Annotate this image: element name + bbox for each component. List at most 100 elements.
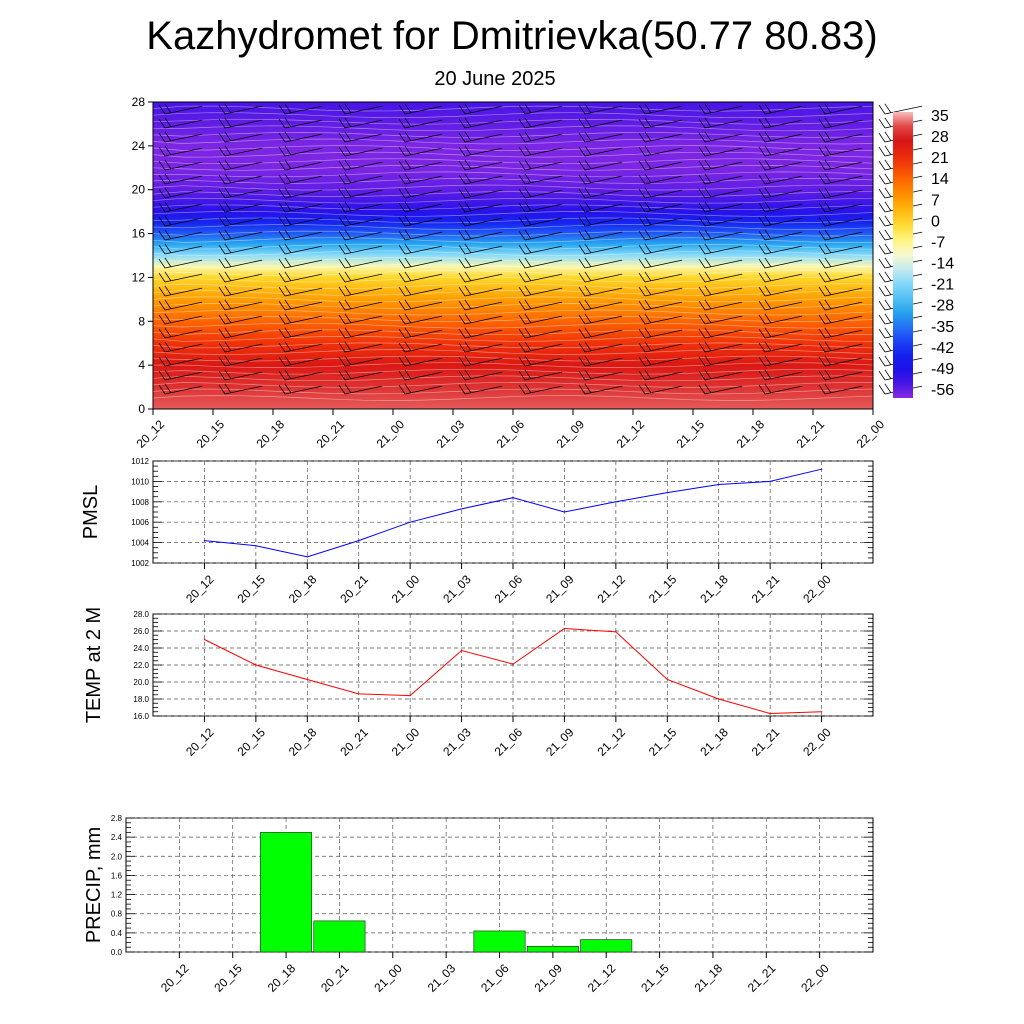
wind-barb <box>638 327 683 339</box>
y-tick-label: 1.6 <box>111 871 123 880</box>
wind-barb <box>698 243 743 255</box>
contour-line <box>152 138 874 145</box>
x-tick-label: 21_03 <box>440 572 474 606</box>
wind-barb <box>218 201 263 213</box>
wind-barb <box>578 341 623 353</box>
data-point <box>666 678 668 681</box>
precip-bar <box>526 945 579 953</box>
wind-barb <box>458 299 503 311</box>
wind-barb <box>398 173 443 185</box>
wind-barb <box>638 257 683 269</box>
y-tick-label: 1012 <box>131 457 149 466</box>
wind-barb <box>218 187 263 199</box>
wind-barb <box>398 117 443 129</box>
wind-barb <box>338 355 383 367</box>
colorbar-label: -35 <box>931 319 954 336</box>
wind-barb <box>818 257 863 269</box>
wind-barb <box>338 257 383 269</box>
x-tick-label: 20_21 <box>318 961 352 995</box>
wind-barb <box>218 285 263 297</box>
wind-barb <box>278 327 323 339</box>
wind-barb <box>218 299 263 311</box>
precip-bar <box>313 920 366 953</box>
wind-barb <box>398 369 443 381</box>
y-tick-label: 24 <box>132 139 146 153</box>
wind-barb <box>638 131 683 143</box>
wind-barb <box>338 159 383 171</box>
y-tick-label: 4 <box>138 358 145 372</box>
contour-line <box>152 171 874 178</box>
x-tick-label: 21_00 <box>374 417 408 451</box>
wind-barb <box>818 327 863 339</box>
contour-line <box>152 296 874 303</box>
wind-barb <box>818 299 863 311</box>
wind-barb <box>818 145 863 157</box>
wind-barb <box>818 243 863 255</box>
data-point <box>769 712 771 715</box>
wind-barb <box>398 145 443 157</box>
x-tick-label: 21_12 <box>594 572 628 606</box>
wind-barb <box>458 173 503 185</box>
data-point <box>512 497 514 499</box>
wind-barb <box>338 327 383 339</box>
x-tick-label: 20_21 <box>337 572 371 606</box>
wind-barb <box>518 173 563 185</box>
wind-barb <box>398 327 443 339</box>
wind-barb <box>338 131 383 143</box>
wind-barb <box>398 159 443 171</box>
wind-barb <box>458 243 503 255</box>
wind-barb <box>758 383 803 395</box>
wind-barb <box>218 229 263 241</box>
x-tick-label: 21_21 <box>749 725 783 759</box>
wind-barb <box>818 355 863 367</box>
x-tick-label: 21_12 <box>585 961 619 995</box>
wind-barb <box>158 201 203 213</box>
wind-barb <box>218 257 263 269</box>
wind-barb <box>578 257 623 269</box>
wind-barb <box>278 117 323 129</box>
x-tick-label: 21_18 <box>697 572 731 606</box>
x-tick-label: 20_18 <box>286 572 320 606</box>
wind-barb <box>578 159 623 171</box>
x-tick-label: 20_18 <box>286 725 320 759</box>
contour-line <box>152 349 874 355</box>
wind-barb <box>758 173 803 185</box>
wind-barb <box>578 243 623 255</box>
wind-barb <box>638 103 683 115</box>
wind-barb <box>278 257 323 269</box>
wind-barb <box>698 327 743 339</box>
wind-barb <box>398 383 443 395</box>
wind-barb <box>458 257 503 269</box>
wind-barb <box>218 383 263 395</box>
y-tick-label: 26.0 <box>133 627 149 636</box>
data-point <box>306 556 308 558</box>
data-point <box>512 663 514 665</box>
wind-barb <box>578 369 623 381</box>
x-tick-label: 20_12 <box>158 961 192 995</box>
wind-barb <box>638 215 683 227</box>
wind-barb <box>158 159 203 171</box>
precip-bar <box>580 939 633 953</box>
wind-barb <box>458 285 503 297</box>
wind-barb <box>398 243 443 255</box>
contour-line <box>152 342 874 349</box>
wind-barb <box>578 187 623 199</box>
wind-barb <box>218 159 263 171</box>
x-tick-label: 21_09 <box>543 725 577 759</box>
wind-barb <box>278 145 323 157</box>
wind-barb <box>698 285 743 297</box>
contour-line <box>152 210 874 217</box>
wind-barb <box>158 369 203 381</box>
wind-barb <box>518 215 563 227</box>
y-tick-label: 20 <box>132 183 146 197</box>
wind-barb <box>278 285 323 297</box>
contour-line <box>152 217 874 224</box>
wind-barb <box>458 131 503 143</box>
wind-barb <box>758 243 803 255</box>
x-tick-label: 20_21 <box>314 417 348 451</box>
wind-barb <box>638 187 683 199</box>
wind-barb <box>878 103 923 115</box>
contour-line <box>152 105 874 112</box>
wind-barb <box>638 355 683 367</box>
wind-barb <box>518 355 563 367</box>
